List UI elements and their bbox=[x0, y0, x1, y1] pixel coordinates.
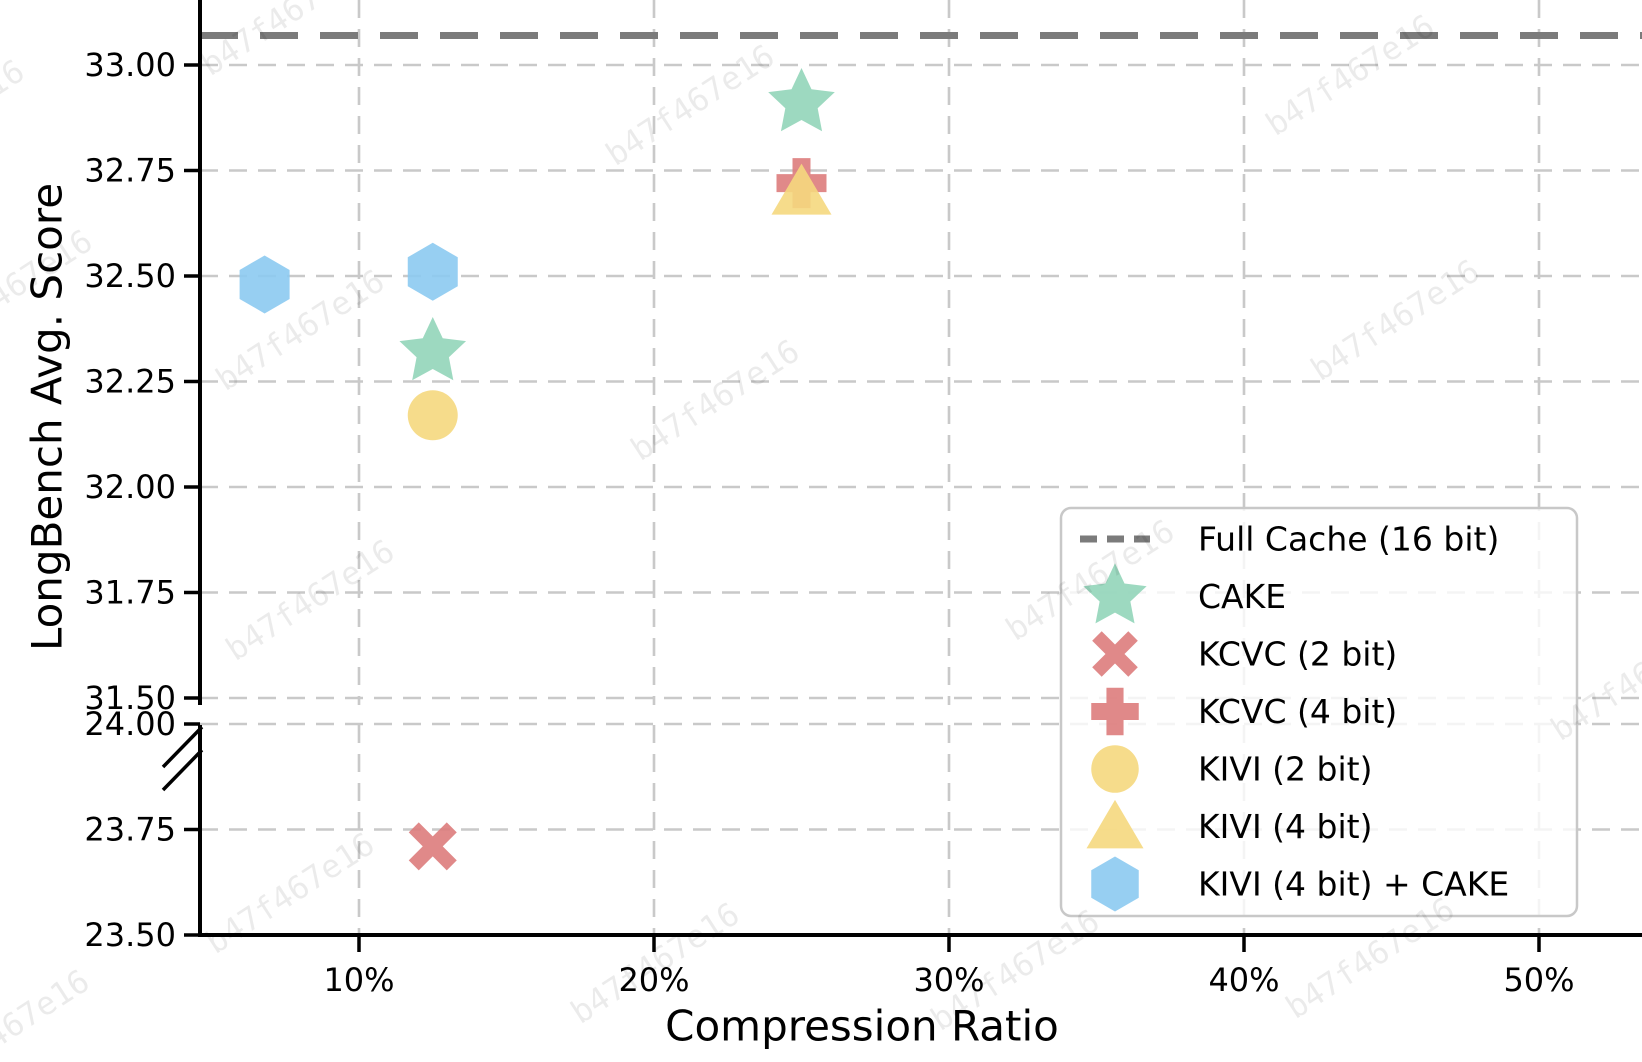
data-point-cake bbox=[768, 67, 835, 132]
watermark-text: b47f467e16 bbox=[599, 37, 781, 174]
x-tick-label: 20% bbox=[618, 961, 689, 999]
y-tick-label: 23.75 bbox=[84, 811, 176, 849]
legend-marker-kivi-4-bit bbox=[1086, 799, 1144, 849]
x-axis-title: Compression Ratio bbox=[665, 1002, 1059, 1051]
watermark-text: b47f467e16 bbox=[1304, 252, 1486, 389]
legend-marker-kivi-4-bit-cake bbox=[1091, 856, 1139, 912]
legend-entry-label: KCVC (2 bit) bbox=[1198, 635, 1397, 674]
legend-entry-label: CAKE bbox=[1198, 577, 1286, 616]
data-point-cake bbox=[399, 316, 467, 381]
y-tick-label: 32.00 bbox=[84, 468, 176, 506]
legend-marker-kcvc-4-bit bbox=[1091, 687, 1139, 736]
legend-marker-kcvc-2-bit bbox=[1092, 631, 1138, 677]
watermark-text: b47f467e16 bbox=[0, 962, 96, 1062]
data-point-kivi-4-bit-cake bbox=[239, 255, 290, 314]
y-tick-label: 32.50 bbox=[84, 257, 176, 295]
data-points-layer bbox=[239, 67, 835, 871]
watermark-text: b47f467e16 bbox=[1259, 7, 1441, 144]
y-tick-label: 24.00 bbox=[84, 705, 176, 743]
axes-layer: 33.00 32.75 32.50 32.25 32.00 31.75 31.5024.00… bbox=[84, 0, 1642, 999]
watermark-text: b47f467e16 bbox=[209, 262, 391, 399]
x-tick-label: 50% bbox=[1503, 961, 1574, 999]
legend-frame bbox=[1059, 506, 1579, 918]
axis-break-mark bbox=[161, 748, 204, 792]
legend-entry-label: KIVI (4 bit) + CAKE bbox=[1198, 865, 1509, 904]
legend-marker-cake bbox=[1083, 563, 1147, 624]
legend-entry-label: KCVC (4 bit) bbox=[1198, 692, 1397, 731]
watermark-text: b47f467e16 bbox=[624, 332, 806, 469]
x-tick-label: 30% bbox=[913, 961, 984, 999]
data-point-kivi-2-bit bbox=[407, 390, 458, 441]
watermark-text: b47f467e16 bbox=[199, 825, 381, 962]
data-point-kivi-4-bit-cake bbox=[407, 242, 458, 301]
legend-entry-label: Full Cache (16 bit) bbox=[1198, 520, 1499, 559]
data-point-kivi-4-bit bbox=[771, 163, 832, 215]
y-tick-label: 31.50 bbox=[84, 679, 176, 717]
watermark-text: b47f467e16 bbox=[0, 52, 31, 189]
x-tick-label: 40% bbox=[1208, 961, 1279, 999]
y-axis-title: LongBench Avg. Score bbox=[23, 183, 72, 651]
watermark-text: b47f467e16 bbox=[219, 532, 401, 669]
watermark-text: b47f467e16 bbox=[194, 0, 376, 83]
y-tick-label: 33.00 bbox=[84, 46, 176, 84]
axis-break-mark bbox=[161, 725, 204, 769]
y-tick-label: 32.75 bbox=[84, 152, 176, 190]
y-tick-label: 32.25 bbox=[84, 363, 176, 401]
y-tick-label: 23.50 bbox=[84, 916, 176, 954]
legend: Full Cache (16 bit) CAKE KCVC (2 bit) KCVC … bbox=[1059, 506, 1579, 918]
legend-marker-kivi-2-bit bbox=[1091, 745, 1139, 793]
data-point-kcvc-2-bit bbox=[408, 822, 457, 871]
y-tick-label: 31.75 bbox=[84, 574, 176, 612]
legend-entry-label: KIVI (4 bit) bbox=[1198, 807, 1372, 846]
x-tick-label: 10% bbox=[323, 961, 394, 999]
legend-entry-label: KIVI (2 bit) bbox=[1198, 750, 1372, 789]
